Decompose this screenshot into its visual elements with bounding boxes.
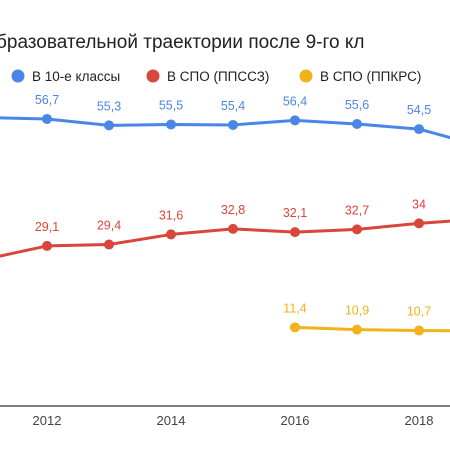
data-label-s2-2018: 34 xyxy=(412,197,426,211)
x-tick-label-2016: 2016 xyxy=(281,413,310,428)
legend-label-series-3: В СПО (ППКРС) xyxy=(320,69,421,84)
data-point-s2-2017 xyxy=(352,224,362,235)
data-point-s3-2017 xyxy=(352,324,362,335)
x-tick-label-2012: 2012 xyxy=(33,413,62,428)
x-axis-ticks: 2012 2014 2016 2018 xyxy=(33,413,434,428)
data-label-s1-2014: 55,5 xyxy=(159,98,183,112)
series-line-3 xyxy=(293,325,450,333)
legend: В 10-е классы В СПО (ППССЗ) В СПО (ППКРС… xyxy=(11,69,422,84)
data-point-s1-2016 xyxy=(290,115,300,126)
legend-item-series-3[interactable]: В СПО (ППКРС) xyxy=(299,69,422,84)
data-point-s2-2015 xyxy=(228,223,238,234)
legend-label-series-1: В 10-е классы xyxy=(32,69,120,84)
data-point-s2-2012 xyxy=(42,240,52,251)
data-label-s1-2017: 55,6 xyxy=(345,98,369,112)
data-point-s2-2018 xyxy=(414,218,424,229)
data-label-s3-2016: 11,4 xyxy=(283,301,306,315)
data-label-s2-2015: 32,8 xyxy=(221,203,245,217)
data-label-s2-2012: 29,1 xyxy=(35,220,59,234)
chart-title: бразовательной траектории после 9-го кл xyxy=(0,32,364,53)
data-label-s1-2018: 54,5 xyxy=(407,103,431,117)
data-point-s3-2018 xyxy=(414,325,424,336)
data-point-s1-2013 xyxy=(104,120,114,131)
data-point-s2-2014 xyxy=(166,229,176,240)
data-label-s1-2012: 56,7 xyxy=(35,93,59,107)
data-label-s2-2013: 29,4 xyxy=(97,219,121,233)
data-label-s3-2017: 10,9 xyxy=(345,304,369,318)
x-tick-label-2018: 2018 xyxy=(405,413,434,428)
data-point-s1-2012 xyxy=(42,113,52,124)
x-tick-label-2014: 2014 xyxy=(157,413,186,428)
legend-marker-series-1 xyxy=(11,69,25,83)
data-point-s1-2014 xyxy=(166,119,176,130)
legend-marker-series-3 xyxy=(299,69,313,83)
legend-item-series-2[interactable]: В СПО (ППССЗ) xyxy=(146,69,270,84)
data-label-s3-2018: 10,7 xyxy=(407,305,431,319)
legend-marker-series-2 xyxy=(146,69,160,83)
data-point-s2-2013 xyxy=(104,239,114,250)
data-point-s2-2016 xyxy=(290,227,300,238)
data-label-s2-2017: 32,7 xyxy=(345,203,369,217)
data-point-s1-2018 xyxy=(414,124,424,135)
plot-area: 56,7 55,3 55,5 55,4 56,4 55,6 54,5 29,1 29,4 31,6… xyxy=(0,93,450,336)
data-label-s1-2016: 56,4 xyxy=(283,94,307,108)
data-point-s3-2016 xyxy=(290,322,300,333)
legend-label-series-2: В СПО (ППССЗ) xyxy=(167,69,269,84)
data-label-s2-2016: 32,1 xyxy=(283,206,307,220)
data-point-s1-2017 xyxy=(352,119,362,130)
data-label-s2-2014: 31,6 xyxy=(159,208,183,222)
series-line-1 xyxy=(0,116,450,140)
series-line-2 xyxy=(0,219,450,258)
data-label-s1-2013: 55,3 xyxy=(97,99,121,113)
data-label-s1-2015: 55,4 xyxy=(221,99,245,113)
data-point-s1-2015 xyxy=(228,119,238,130)
legend-item-series-1[interactable]: В 10-е классы xyxy=(11,69,121,84)
